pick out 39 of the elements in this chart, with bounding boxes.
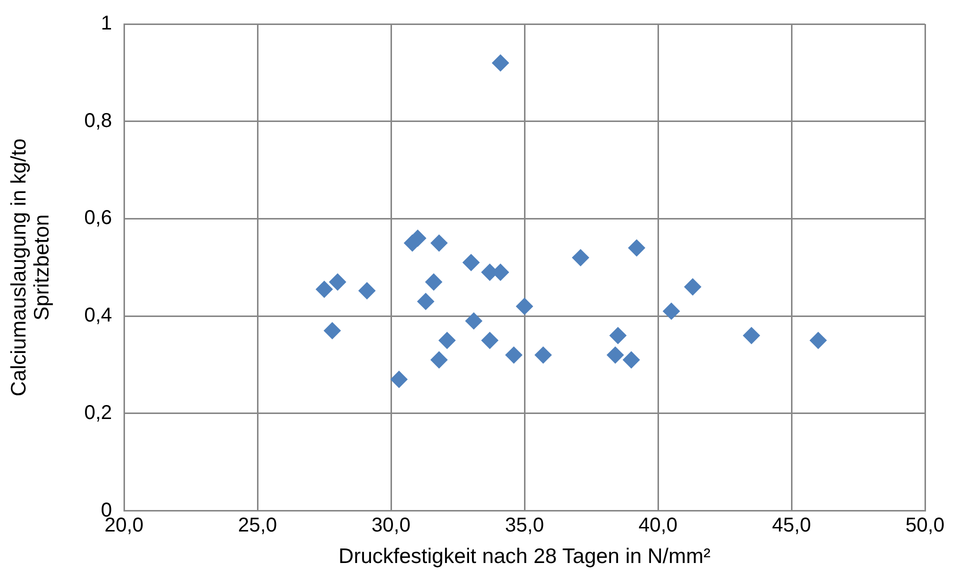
point [425, 274, 442, 291]
point [417, 292, 434, 310]
point [465, 312, 482, 330]
point [505, 346, 522, 364]
x-tick-label: 35,0 [505, 514, 544, 536]
point [534, 346, 552, 364]
x-tick-label: 45,0 [772, 514, 811, 536]
point [662, 302, 680, 320]
y-tick-label: 0,4 [84, 304, 112, 327]
point [516, 298, 533, 315]
point [329, 274, 346, 291]
y-tick-label: 0,8 [84, 110, 112, 132]
point [628, 239, 646, 256]
point [430, 234, 448, 252]
y-tick-label: 0,2 [84, 402, 112, 424]
point [316, 280, 333, 298]
y-tick-label: 0,6 [84, 207, 112, 230]
point [609, 327, 626, 344]
x-axis-title: Druckfestigkeit nach 28 Tagen in N/mm² [338, 545, 710, 568]
y-tick-label: 1 [100, 12, 112, 35]
point [492, 54, 509, 72]
point [810, 332, 827, 349]
point [572, 249, 590, 266]
point [324, 322, 341, 340]
point [390, 370, 408, 388]
x-tick-label: 50,0 [906, 514, 944, 536]
point [438, 332, 456, 349]
point [606, 346, 624, 364]
x-tick-label: 30,0 [372, 514, 410, 536]
point [462, 254, 480, 272]
y-axis-title: Calciumauslaugung in kg/to Spritzbeton [7, 138, 54, 396]
point [622, 351, 640, 368]
point [481, 332, 498, 349]
point [358, 282, 376, 300]
point [742, 327, 760, 344]
x-tick-label: 40,0 [638, 514, 678, 536]
point [684, 278, 702, 296]
x-tick-label: 25,0 [238, 514, 277, 536]
point [430, 351, 448, 368]
